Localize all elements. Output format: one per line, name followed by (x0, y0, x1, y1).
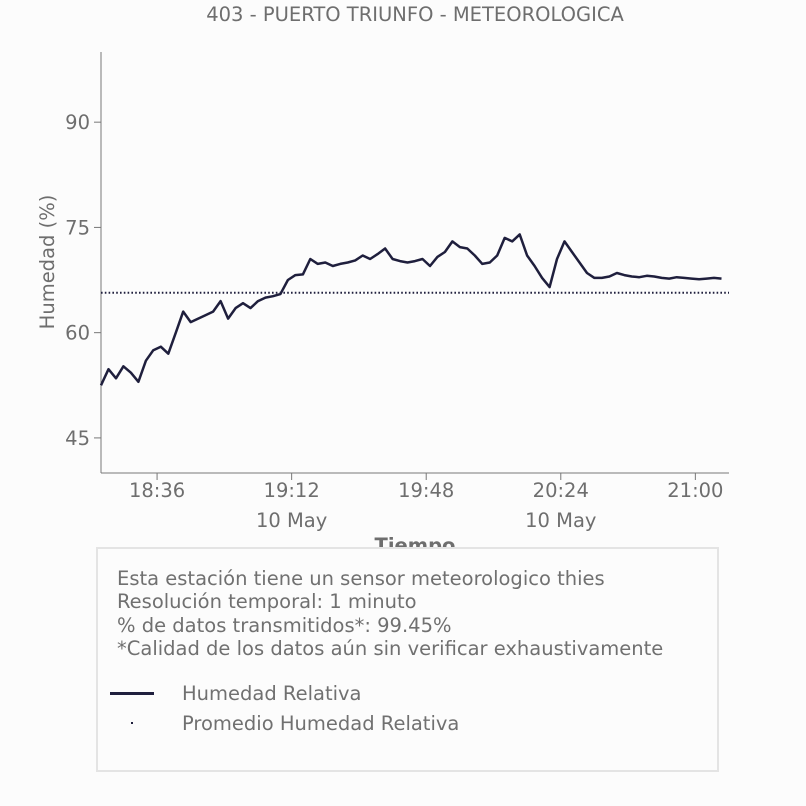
y-tick-label: 45 (65, 427, 90, 450)
legend-label-humidity: Humedad Relativa (182, 681, 362, 705)
y-tick-label: 90 (65, 111, 90, 134)
x-tick-date-label: 10 May (525, 509, 596, 532)
dotted-line-swatch (110, 713, 156, 733)
temporal-resolution-text: Resolución temporal: 1 minuto (117, 590, 417, 614)
solid-line-swatch (110, 683, 156, 703)
x-tick-date-label: 10 May (256, 509, 327, 532)
data-quality-note: *Calidad de los datos aún sin verificar … (117, 636, 664, 660)
humidity-line (99, 233, 722, 386)
x-tick-label: 19:48 (398, 479, 454, 502)
x-ticks: 18:36 19:12 10 May 19:48 20:24 10 May 21:00 (129, 473, 723, 532)
x-tick-label: 21:00 (667, 479, 723, 502)
data-transmitted-text: % de datos transmitidos*: 99.45% (117, 613, 452, 637)
station-info: Esta estación tiene un sensor meteorolog… (117, 567, 663, 660)
legend-item-humidity: Humedad Relativa (110, 678, 362, 708)
x-tick-label: 19:12 (264, 479, 320, 502)
humidity-chart: 403 - PUERTO TRIUNFO - METEOROLOGICA Hum… (36, 3, 729, 532)
x-tick-label: 20:24 (533, 479, 589, 502)
station-sensor-text: Esta estación tiene un sensor meteorolog… (117, 567, 605, 590)
y-tick-label: 75 (65, 216, 90, 239)
x-tick-label: 18:36 (129, 479, 185, 502)
info-legend-box: Esta estación tiene un sensor meteorolog… (96, 547, 719, 772)
chart-title: 403 - PUERTO TRIUNFO - METEOROLOGICA (206, 3, 624, 26)
y-axis-label: Humedad (%) (36, 195, 59, 330)
y-ticks: 45 60 75 90 (65, 111, 101, 450)
legend-item-average: Promedio Humedad Relativa (110, 708, 459, 738)
y-tick-label: 60 (65, 322, 90, 345)
legend-label-average: Promedio Humedad Relativa (182, 711, 460, 735)
